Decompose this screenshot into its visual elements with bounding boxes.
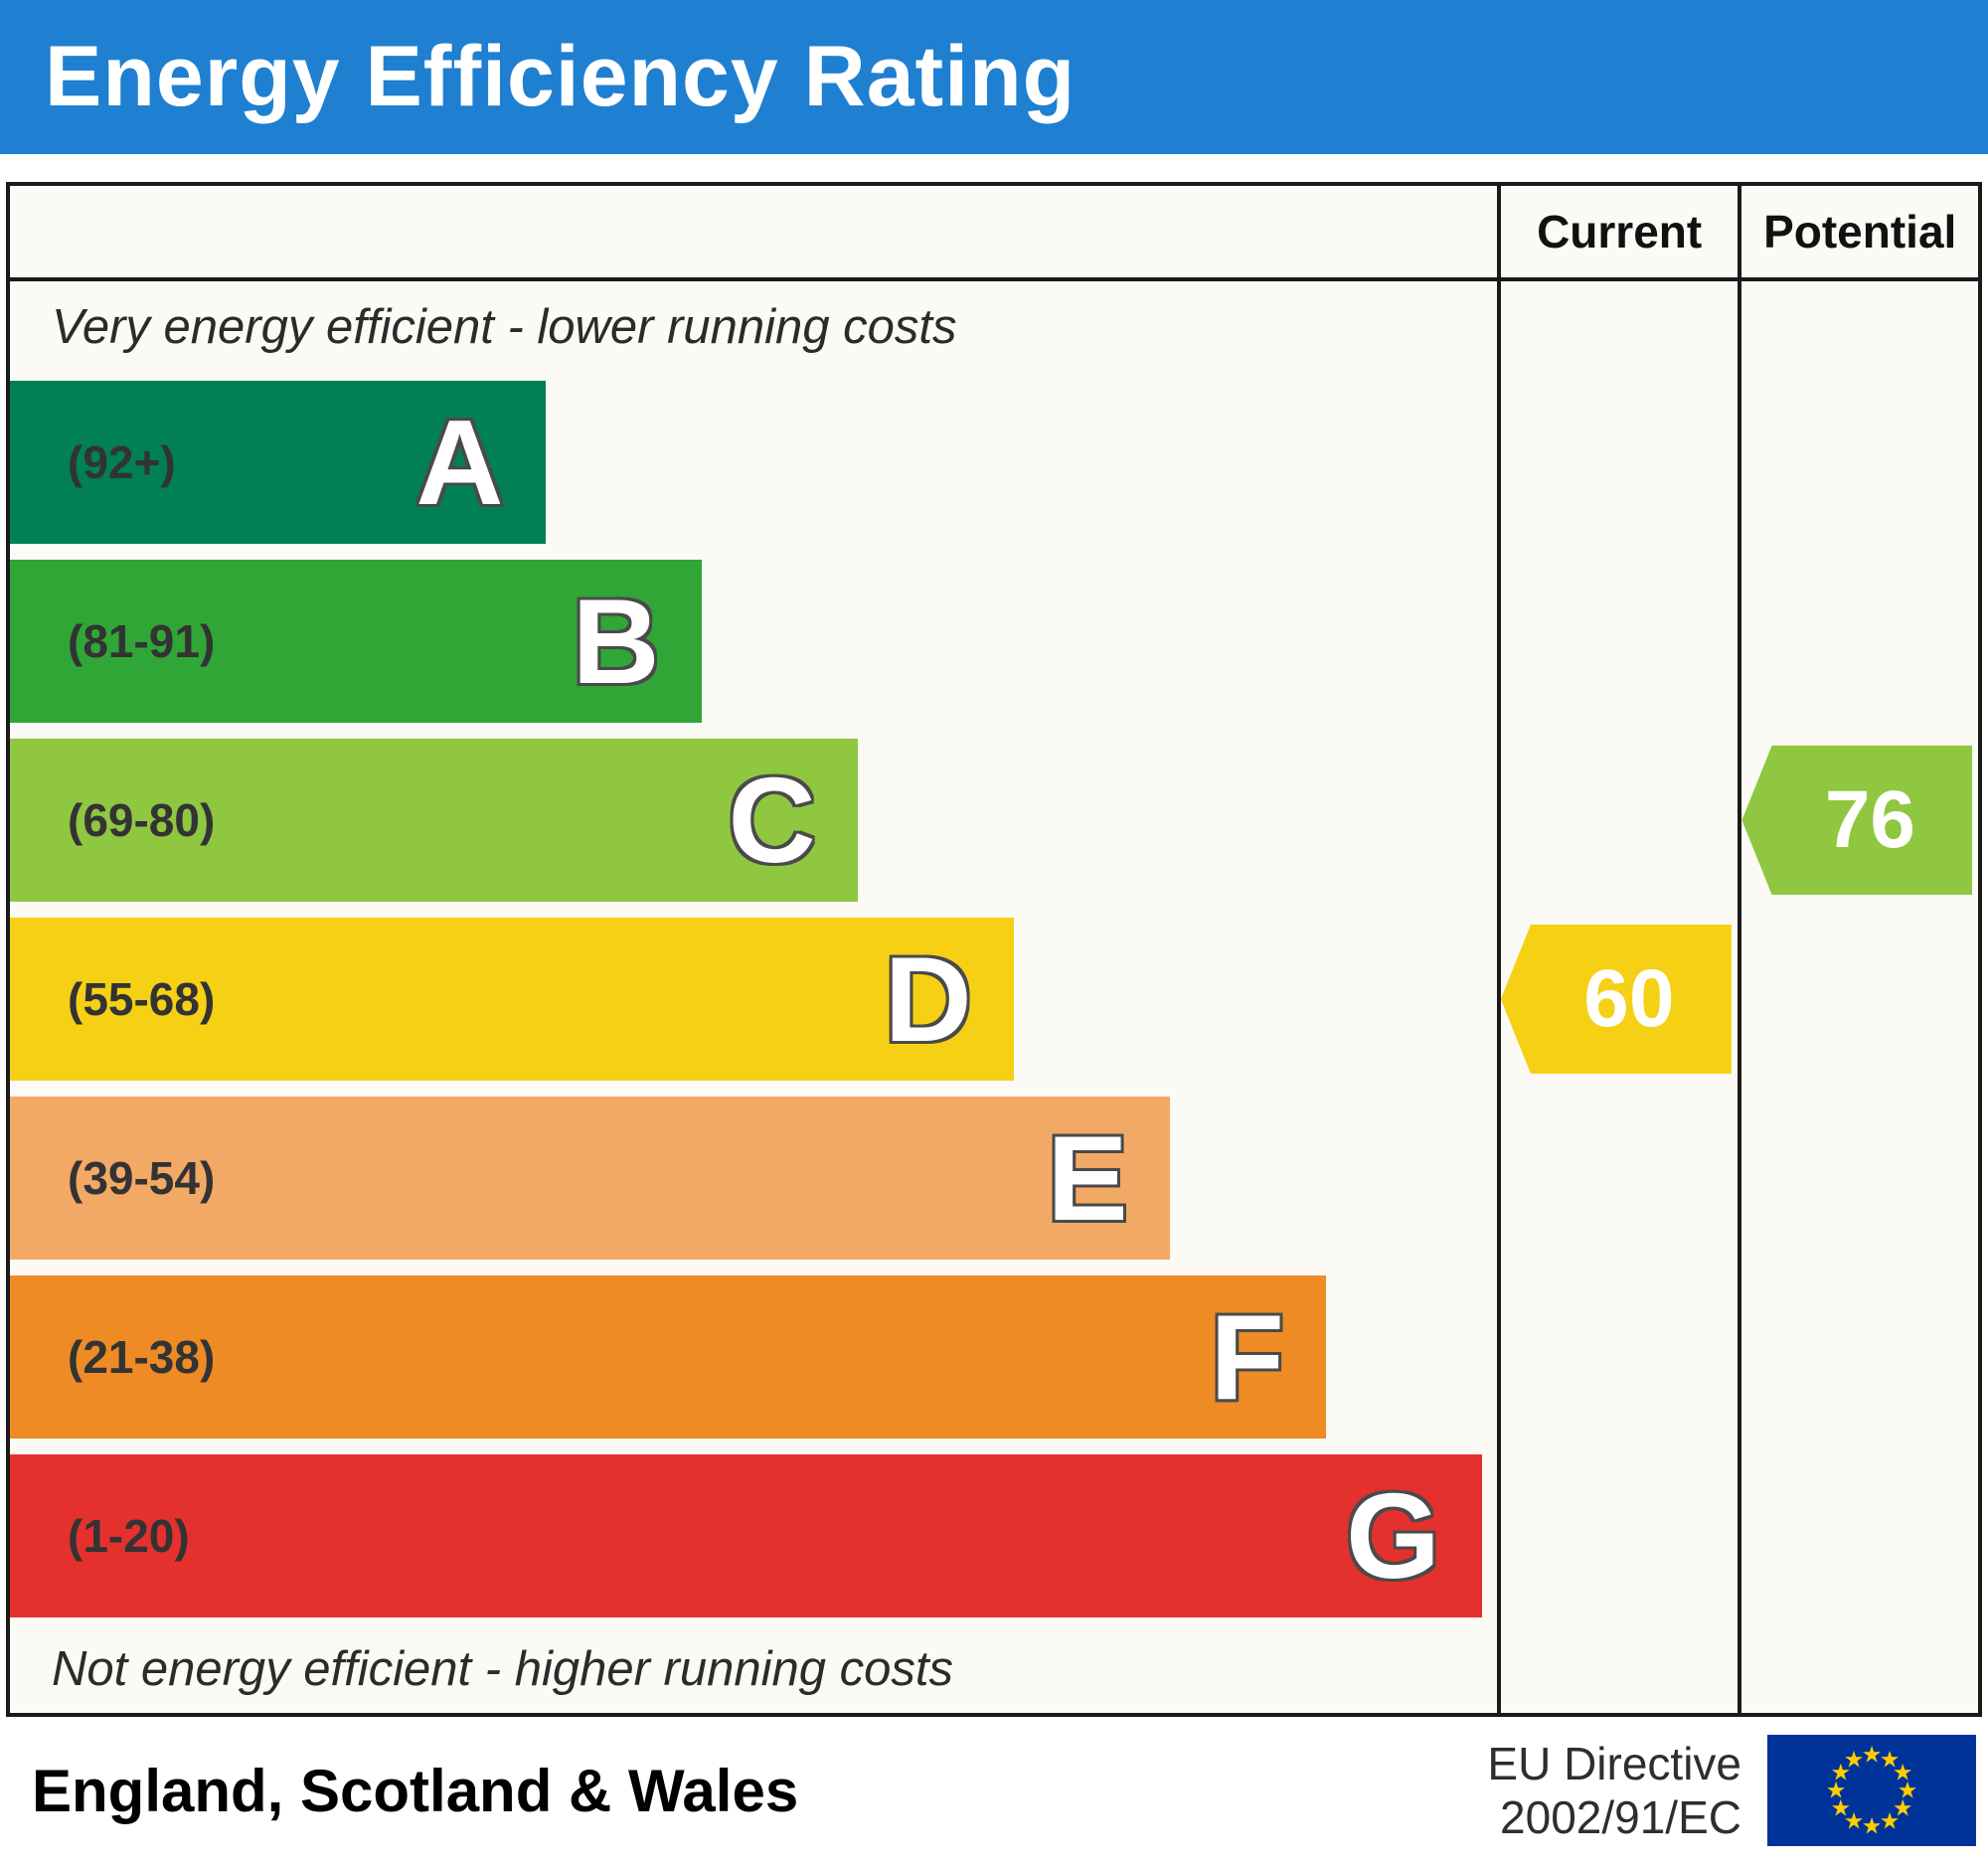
- column-header-potential: Potential: [1738, 186, 1978, 277]
- eu-directive-line1: EU Directive: [1487, 1737, 1741, 1789]
- bottom-note: Not energy efficient - higher running co…: [52, 1642, 953, 1696]
- band-bar-C: (69-80) C: [10, 739, 858, 902]
- region-label: England, Scotland & Wales: [32, 1757, 799, 1824]
- page-title: Energy Efficiency Rating: [45, 29, 1077, 124]
- band-row-a: (92+) A: [10, 373, 1978, 552]
- band-row-c: (69-80) C 76: [10, 731, 1978, 910]
- band-range: (1-20): [68, 1510, 190, 1562]
- bottom-note-row: Not energy efficient - higher running co…: [10, 1625, 1978, 1713]
- band-bar-E: (39-54) E: [10, 1097, 1170, 1260]
- potential-value: 76: [1824, 774, 1916, 865]
- potential-arrow: 76: [1741, 746, 1973, 895]
- band-range: (55-68): [68, 973, 216, 1025]
- current-value: 60: [1583, 953, 1675, 1044]
- band-bar-D: (55-68) D: [10, 918, 1014, 1081]
- top-note: Very energy efficient - lower running co…: [52, 300, 957, 354]
- band-letter: E: [1047, 1110, 1128, 1246]
- band-letter: G: [1346, 1468, 1440, 1604]
- epc-chart: Current Potential Very energy efficient …: [6, 182, 1982, 1717]
- title-bar: Energy Efficiency Rating: [0, 0, 1988, 154]
- eu-flag-star: ★: [1879, 1807, 1901, 1834]
- band-letter: B: [572, 574, 660, 709]
- band-row-e: (39-54) E: [10, 1089, 1978, 1268]
- eu-flag-star: ★: [1825, 1777, 1847, 1803]
- band-row-g: (1-20) G: [10, 1446, 1978, 1625]
- band-letter: C: [728, 753, 816, 888]
- band-range: (92+): [68, 436, 176, 488]
- eu-flag-star: ★: [1830, 1794, 1852, 1821]
- column-header-current: Current: [1496, 186, 1739, 277]
- eu-directive-line2: 2002/91/EC: [1500, 1791, 1741, 1843]
- band-letter: D: [884, 932, 972, 1067]
- band-bar-B: (81-91) B: [10, 560, 702, 723]
- band-bar-G: (1-20) G: [10, 1454, 1482, 1617]
- column-header-spacer: [10, 186, 1497, 277]
- eu-flag-star: ★: [1843, 1746, 1865, 1773]
- band-range: (81-91): [68, 615, 216, 667]
- band-row-f: (21-38) F: [10, 1268, 1978, 1446]
- eu-flag-star: ★: [1879, 1746, 1901, 1773]
- band-bar-A: (92+) A: [10, 381, 546, 544]
- eu-flag-star: ★: [1861, 1741, 1883, 1768]
- eu-flag-star: ★: [1843, 1807, 1865, 1834]
- eu-flag-star: ★: [1892, 1759, 1913, 1785]
- band-row-d: (55-68) D 60: [10, 910, 1978, 1089]
- eu-flag-star: ★: [1830, 1759, 1852, 1785]
- band-letter: F: [1210, 1289, 1284, 1425]
- band-letter: A: [415, 395, 504, 530]
- band-range: (21-38): [68, 1331, 216, 1383]
- eu-directive-label: EU Directive 2002/91/EC: [1487, 1737, 1741, 1845]
- band-bar-F: (21-38) F: [10, 1275, 1326, 1439]
- band-row-b: (81-91) B: [10, 552, 1978, 731]
- band-range: (39-54): [68, 1152, 216, 1204]
- eu-flag-star: ★: [1892, 1794, 1913, 1821]
- eu-flag-star: ★: [1861, 1812, 1883, 1839]
- footer: England, Scotland & Wales EU Directive 2…: [0, 1717, 1988, 1864]
- band-range: (69-80): [68, 794, 216, 846]
- current-arrow: 60: [1500, 925, 1732, 1074]
- top-note-row: Very energy efficient - lower running co…: [10, 281, 1978, 373]
- eu-flag: ★ ★ ★ ★ ★ ★ ★ ★ ★ ★ ★ ★: [1767, 1735, 1976, 1846]
- column-header-row: Current Potential: [10, 186, 1978, 281]
- eu-flag-star: ★: [1897, 1777, 1918, 1803]
